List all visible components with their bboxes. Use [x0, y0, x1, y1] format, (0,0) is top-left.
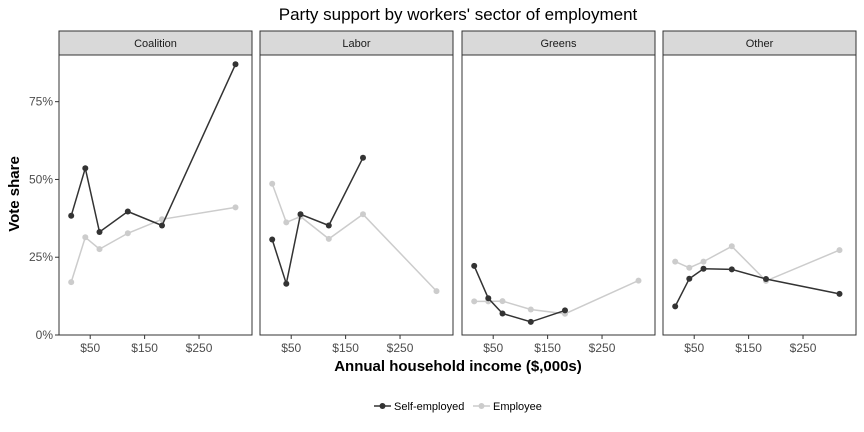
legend-label: Employee: [493, 401, 542, 413]
data-point-self-employed: [836, 290, 843, 297]
y-tick-label: 25%: [29, 250, 53, 264]
data-point-employee: [96, 246, 103, 253]
x-tick-label: $150: [332, 341, 359, 355]
panel-frame: [259, 54, 454, 336]
panel-labor: Labor $50 $150 $250: [259, 30, 454, 355]
data-point-employee: [283, 219, 290, 226]
data-point-self-employed: [269, 236, 276, 243]
data-point-self-employed: [485, 295, 492, 302]
strip-background: [58, 30, 253, 56]
x-tick-label: $250: [790, 341, 817, 355]
data-point-employee: [635, 277, 642, 284]
x-tick-label: $50: [281, 341, 301, 355]
series-line-self-employed: [674, 267, 840, 307]
y-axis-title: Vote share: [6, 156, 23, 232]
data-point-employee: [124, 230, 131, 237]
data-point-self-employed: [728, 266, 735, 273]
data-point-self-employed: [527, 318, 534, 325]
x-tick-label: $50: [483, 341, 503, 355]
data-point-employee: [325, 235, 332, 242]
data-point-employee: [232, 204, 239, 211]
data-point-employee: [269, 180, 276, 187]
x-tick-label: $150: [131, 341, 158, 355]
y-tick-label: 75%: [29, 95, 53, 109]
strip-label: Labor: [342, 38, 370, 50]
legend-key-point: [478, 403, 485, 409]
y-tick-label: 0%: [36, 328, 54, 342]
data-point-employee: [836, 247, 843, 254]
data-point-employee: [700, 258, 707, 265]
x-tick-label: $150: [735, 341, 762, 355]
x-tick-label: $250: [387, 341, 414, 355]
series-line-employee: [70, 206, 236, 283]
data-point-employee: [360, 211, 366, 218]
data-point-self-employed: [763, 276, 769, 282]
data-point-self-employed: [499, 310, 506, 317]
data-point-employee: [728, 243, 735, 250]
panel-frame: [662, 54, 857, 336]
data-point-self-employed: [360, 154, 366, 161]
strip-background: [259, 30, 454, 56]
chart-title: Party support by workers' sector of empl…: [279, 5, 638, 24]
data-point-self-employed: [159, 222, 165, 229]
data-point-self-employed: [283, 280, 290, 287]
panel-coalition: Coalition $50 $150 $250: [58, 30, 253, 355]
data-point-self-employed: [297, 211, 304, 218]
x-tick-label: $250: [589, 341, 616, 355]
legend: Self-employed Employee: [374, 401, 542, 413]
x-axis-title: Annual household income ($,000s): [334, 358, 582, 375]
panel-other: Other $50 $150 $250: [662, 30, 857, 355]
x-tick-label: $150: [534, 341, 561, 355]
data-point-self-employed: [124, 208, 131, 215]
strip-label: Greens: [540, 38, 577, 50]
data-point-employee: [686, 264, 693, 271]
x-tick-label: $50: [684, 341, 704, 355]
panel-frame: [58, 54, 253, 336]
series-line-self-employed: [70, 63, 237, 234]
data-point-employee: [433, 288, 440, 295]
data-point-self-employed: [471, 262, 478, 269]
legend-item-self-employed: Self-employed: [374, 401, 464, 413]
data-point-self-employed: [96, 229, 103, 235]
data-point-self-employed: [672, 303, 679, 310]
data-point-employee: [672, 258, 679, 265]
series-line-employee: [271, 183, 438, 292]
data-point-self-employed: [68, 212, 75, 219]
data-point-employee: [471, 298, 478, 305]
data-point-self-employed: [562, 307, 568, 314]
data-point-employee: [499, 298, 506, 305]
data-point-self-employed: [700, 265, 707, 272]
legend-item-employee: Employee: [473, 401, 542, 413]
x-tick-label: $250: [186, 341, 213, 355]
data-point-employee: [82, 234, 89, 241]
y-axis: 0% 25% 50% 75%: [29, 95, 59, 342]
panel-greens: Greens $50 $150 $250: [461, 30, 656, 355]
data-point-self-employed: [686, 275, 693, 282]
strip-label: Coalition: [134, 38, 177, 50]
strip-label: Other: [746, 38, 774, 50]
data-point-employee: [527, 306, 534, 313]
data-point-self-employed: [325, 222, 332, 229]
data-point-self-employed: [82, 165, 89, 172]
data-point-self-employed: [232, 61, 239, 68]
legend-key-point: [379, 403, 386, 409]
data-point-employee: [68, 279, 75, 286]
y-tick-label: 50%: [29, 172, 53, 186]
legend-label: Self-employed: [394, 401, 464, 413]
x-tick-label: $50: [80, 341, 100, 355]
panel-frame: [461, 54, 656, 336]
